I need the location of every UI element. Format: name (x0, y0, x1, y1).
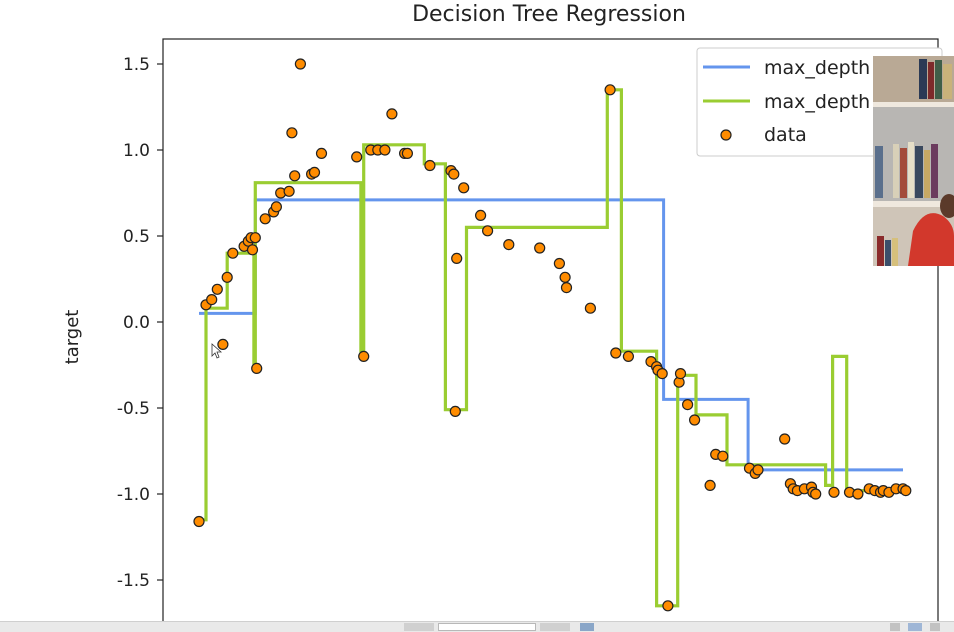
y-axis: 1.5 1.0 0.5 0.0 -0.5 -1.0 -1.5 (117, 55, 163, 591)
data-point (458, 182, 470, 194)
data-point (852, 488, 864, 500)
data-point (283, 185, 295, 197)
y-tick-label: -1.0 (117, 485, 150, 505)
data-point (221, 271, 233, 283)
data-point (379, 144, 391, 156)
data-point (451, 252, 463, 264)
data-point (604, 84, 616, 96)
legend-label-max-depth-2: max_depth (764, 91, 870, 113)
series-layer (199, 88, 903, 608)
data-point (584, 302, 597, 314)
data-point (246, 244, 259, 256)
data-point (294, 58, 306, 70)
data-point (622, 350, 635, 362)
y-tick-label: -0.5 (117, 399, 150, 419)
y-tick-label: 0.0 (123, 313, 150, 333)
mouse-cursor-icon (211, 343, 223, 359)
legend-swatch-data (720, 129, 732, 141)
save-icon[interactable] (580, 623, 594, 631)
data-point (424, 159, 436, 172)
data-point (193, 515, 205, 528)
data-point (211, 283, 223, 295)
data-point (752, 464, 764, 476)
y-tick-label: 1.0 (123, 141, 150, 161)
nav-back-icon[interactable] (404, 623, 434, 631)
data-point (206, 294, 218, 306)
data-point (217, 338, 229, 350)
legend-label-max-depth-1: max_depth (764, 57, 870, 79)
view-single-icon[interactable] (890, 623, 900, 631)
y-tick-label: 1.5 (123, 55, 150, 75)
legend-label-data: data (764, 124, 807, 146)
status-bar (0, 621, 954, 632)
data-point (227, 247, 239, 259)
data-point (386, 108, 398, 120)
data-point (704, 479, 716, 491)
view-list-icon[interactable] (930, 623, 940, 631)
y-axis-label: target (62, 310, 83, 365)
data-point (674, 368, 687, 380)
data-point (482, 225, 494, 237)
data-point (286, 127, 298, 139)
data-point (560, 282, 573, 294)
data-point (553, 257, 566, 270)
data-point (358, 350, 370, 362)
data-point (779, 433, 791, 445)
data-point (259, 213, 271, 225)
data-point (351, 151, 363, 163)
data-point (900, 485, 912, 497)
data-point (289, 170, 301, 182)
data-point (681, 399, 694, 411)
data-point (503, 239, 515, 251)
data-point (656, 368, 668, 380)
data-point (251, 362, 263, 374)
data-point (270, 201, 282, 213)
series-line-2 (199, 88, 903, 608)
y-tick-label: -1.5 (117, 571, 150, 591)
data-point (401, 147, 413, 159)
nav-forward-icon[interactable] (540, 623, 570, 631)
bookshelf-image (873, 56, 954, 266)
data-point (810, 488, 822, 500)
data-point (249, 232, 261, 244)
webcam-overlay (873, 56, 954, 266)
data-point (475, 209, 487, 221)
data-point (534, 242, 546, 254)
chart-title: Decision Tree Regression (412, 2, 686, 27)
data-point (610, 347, 622, 359)
view-grid-icon[interactable] (908, 623, 922, 631)
y-tick-label: 0.5 (123, 227, 150, 247)
data-point (449, 405, 461, 417)
data-point (308, 166, 321, 178)
page-input[interactable] (438, 623, 536, 631)
data-point (559, 271, 571, 283)
scatter-layer (193, 58, 912, 612)
data-point (717, 450, 729, 462)
data-point (662, 600, 674, 612)
data-point (688, 414, 701, 426)
data-point (315, 147, 328, 159)
data-point (828, 486, 840, 498)
data-point (448, 168, 460, 180)
